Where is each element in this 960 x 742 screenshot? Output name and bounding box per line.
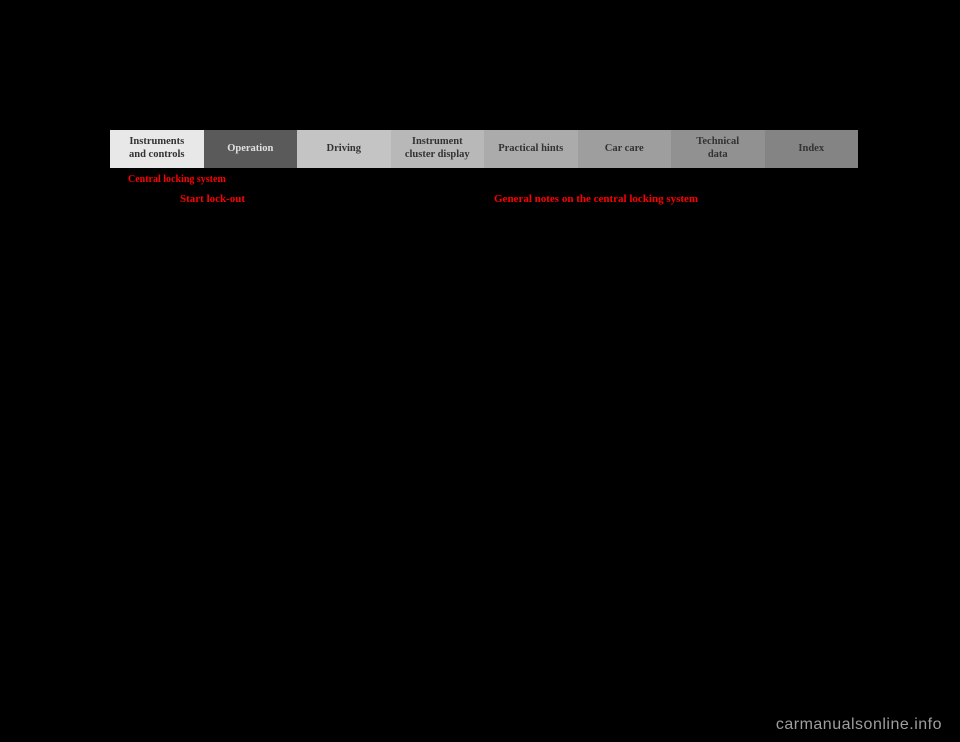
content-area: Start lock-out General notes on the cent… (110, 193, 858, 205)
tab-driving[interactable]: Driving (297, 130, 391, 168)
tab-instrument-cluster-display[interactable]: Instrument cluster display (391, 130, 485, 168)
breadcrumb: Central locking system (128, 174, 858, 185)
tab-index[interactable]: Index (765, 130, 859, 168)
left-column: Start lock-out (110, 193, 484, 205)
page-container: Instruments and controls Operation Drivi… (110, 130, 858, 205)
watermark: carmanualsonline.info (776, 716, 942, 734)
tab-car-care[interactable]: Car care (578, 130, 672, 168)
tab-operation[interactable]: Operation (204, 130, 298, 168)
heading-general-notes: General notes on the central locking sys… (494, 193, 838, 205)
heading-start-lock-out: Start lock-out (180, 193, 474, 205)
tab-technical-data[interactable]: Technical data (671, 130, 765, 168)
right-column: General notes on the central locking sys… (484, 193, 858, 205)
tab-bar: Instruments and controls Operation Drivi… (110, 130, 858, 168)
tab-practical-hints[interactable]: Practical hints (484, 130, 578, 168)
tab-instruments-and-controls[interactable]: Instruments and controls (110, 130, 204, 168)
